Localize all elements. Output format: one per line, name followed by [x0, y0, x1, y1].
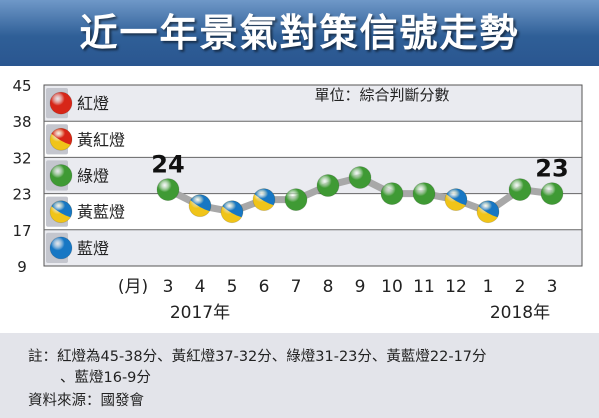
x-tick-label: 6 — [259, 277, 270, 297]
data-point — [316, 174, 340, 197]
y-tick-label: 32 — [12, 149, 31, 167]
data-point — [348, 166, 372, 189]
data-point — [444, 188, 468, 212]
legend-label: 黃紅燈 — [77, 130, 125, 149]
x-tick-label: 10 — [381, 277, 403, 297]
footer-panel — [0, 333, 599, 418]
x-tick-label: 9 — [355, 277, 366, 297]
legend-label: 藍燈 — [77, 239, 109, 258]
x-tick-label: 11 — [413, 277, 435, 297]
x-tick-label: 4 — [195, 277, 206, 297]
plot-bands — [43, 84, 583, 267]
data-point — [412, 182, 436, 205]
data-point — [188, 194, 212, 218]
x-tick-label: 3 — [547, 277, 558, 297]
legend-marker-yellow-blue — [49, 200, 73, 224]
data-labels: 24 23 — [151, 151, 568, 183]
source-note: 資料來源：國發會 — [28, 393, 144, 409]
legend-label: 黃藍燈 — [77, 203, 125, 222]
y-tick-label: 23 — [12, 186, 31, 204]
legend-marker-green — [49, 164, 73, 187]
data-point — [508, 178, 532, 201]
y-tick-label: 38 — [12, 113, 31, 131]
data-point — [476, 200, 500, 224]
y-tick-label: 9 — [17, 258, 27, 276]
data-point — [252, 188, 276, 212]
x-tick-label: 2 — [515, 277, 526, 297]
data-point — [220, 200, 244, 224]
footnote-line-1: 註：紅燈為45-38分、黃紅燈37-32分、綠燈31-23分、黃藍燈22-17分 — [28, 349, 487, 365]
legend-marker-yellow-red — [49, 127, 73, 151]
data-point — [540, 182, 564, 205]
title-banner: 近一年景氣對策信號走勢 — [0, 0, 599, 66]
data-label: 23 — [535, 155, 568, 183]
data-point — [156, 178, 180, 201]
legend-label: 綠燈 — [77, 167, 109, 186]
x-tick-label: 7 — [291, 277, 302, 297]
x-unit-label: (月) — [118, 277, 148, 297]
data-label: 24 — [151, 151, 184, 179]
year-label: 2017年 — [170, 303, 230, 323]
plot-band — [44, 229, 582, 266]
plot-band — [44, 85, 582, 122]
x-tick-label: 5 — [227, 277, 238, 297]
x-tick-label: 8 — [323, 277, 334, 297]
year-label: 2018年 — [490, 303, 550, 323]
chart-title: 近一年景氣對策信號走勢 — [79, 11, 520, 55]
legend-label: 紅燈 — [77, 94, 109, 113]
data-point — [284, 188, 308, 212]
y-tick-label: 17 — [12, 222, 31, 240]
chart-subtitle: 單位：綜合判斷分數 — [314, 86, 449, 104]
x-tick-label: 3 — [163, 277, 174, 297]
legend-marker-blue — [49, 236, 73, 260]
y-tick-label: 45 — [12, 77, 31, 95]
plot-band — [44, 121, 582, 158]
legend-marker-red — [49, 91, 73, 115]
plot-frame — [43, 84, 583, 267]
x-tick-label: 1 — [483, 277, 494, 297]
series-points — [156, 166, 564, 224]
data-point — [380, 182, 404, 205]
plot-band — [44, 157, 582, 194]
footnote-line-2: 、藍燈16-9分 — [60, 370, 151, 386]
y-tick-labels: 9 17 23 32 38 45 — [12, 77, 31, 276]
x-tick-label: 12 — [445, 277, 467, 297]
